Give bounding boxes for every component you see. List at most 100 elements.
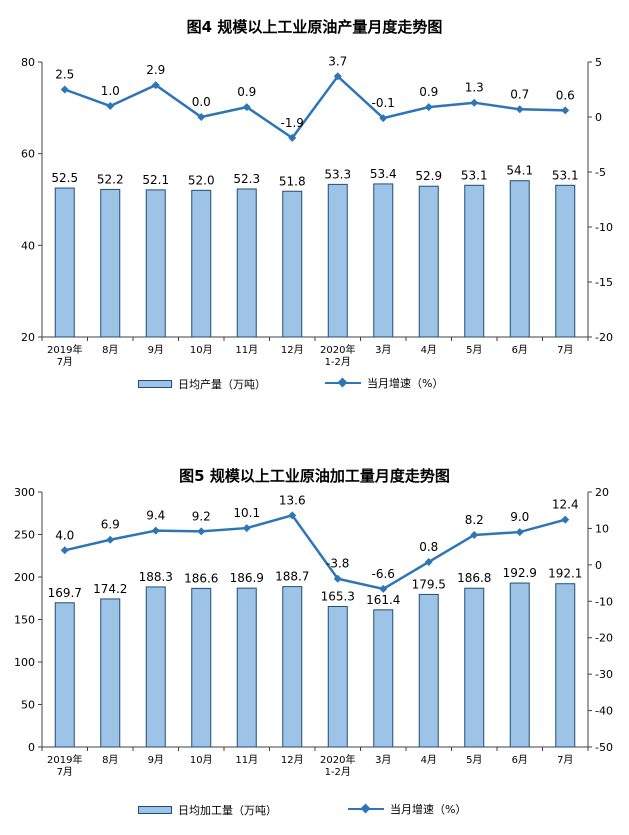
line-legend-swatch <box>348 804 384 814</box>
line-value-label: -1.9 <box>281 116 304 130</box>
line-point-marker <box>197 527 206 536</box>
line-value-label: -3.8 <box>326 557 349 571</box>
line-legend-swatch <box>325 378 361 388</box>
line-point-marker <box>60 85 69 94</box>
right-axis-tick-label: -10 <box>595 595 613 608</box>
left-axis-tick-label: 60 <box>21 148 35 161</box>
line-point-marker <box>106 535 115 544</box>
right-axis-tick-label: 10 <box>595 522 609 535</box>
bar <box>327 183 348 338</box>
legend-label: 日均加工量（万吨） <box>178 804 277 817</box>
left-axis-tick-label: 200 <box>14 571 35 584</box>
crude-oil-output-chart: 图4 规模以上工业原油产量月度走势图 20 40 60 80 -20 -15 -10 -5 0 5… <box>0 0 629 410</box>
line-point-marker <box>561 106 570 115</box>
line-value-label: 9.0 <box>510 510 529 524</box>
right-axis-tick-label: 0 <box>595 111 602 124</box>
x-axis-tick-label: 8月 <box>102 344 118 356</box>
line-value-label: 0.9 <box>419 85 438 99</box>
bar <box>555 583 576 748</box>
bar-value-label: 52.1 <box>142 173 169 187</box>
right-axis-tick-label: -5 <box>595 166 606 179</box>
bar <box>282 586 303 748</box>
bar <box>418 185 439 338</box>
bar <box>373 609 394 748</box>
bar-value-label: 54.1 <box>506 164 533 178</box>
legend-label: 当月增速（%） <box>367 377 444 390</box>
line-value-label: 0.7 <box>510 87 529 101</box>
legend-bar-series: 日均加工量（万吨） <box>138 802 277 818</box>
line-value-label: 10.1 <box>233 506 260 520</box>
line-value-label: 4.0 <box>55 528 74 542</box>
line-value-label: 8.2 <box>465 513 484 527</box>
left-axis-tick-label: 100 <box>14 656 35 669</box>
line-value-label: 0.0 <box>192 95 211 109</box>
bar-value-label: 192.1 <box>548 567 582 581</box>
line-value-label: -0.1 <box>372 96 395 110</box>
bar <box>100 188 121 338</box>
bar-value-label: 53.1 <box>461 168 488 182</box>
bar-value-label: 52.3 <box>233 172 260 186</box>
line-point-marker <box>515 528 524 537</box>
line-point-marker <box>242 524 251 533</box>
line-point-marker <box>197 113 206 121</box>
bar <box>54 187 75 338</box>
bar-value-label: 186.8 <box>457 571 491 585</box>
line-point-marker <box>106 102 115 110</box>
line-point-marker <box>288 511 297 520</box>
x-axis-tick-label: 3月 <box>375 344 391 356</box>
right-axis-tick-label: -40 <box>595 705 613 718</box>
line-point-marker <box>470 98 479 107</box>
bar <box>464 587 485 748</box>
left-axis-tick-label: 250 <box>14 529 35 542</box>
bar-legend-swatch <box>138 806 172 814</box>
line-value-label: 3.7 <box>328 54 347 68</box>
line-value-label: 6.9 <box>101 518 120 532</box>
bar <box>236 587 257 748</box>
right-axis-tick-label: 20 <box>595 486 609 499</box>
right-axis-tick-label: -50 <box>595 741 613 754</box>
line-point-marker <box>288 133 297 142</box>
bar-value-label: 53.1 <box>552 168 579 182</box>
x-axis-tick-label: 10月 <box>190 754 213 766</box>
bar-value-label: 169.7 <box>48 586 82 600</box>
x-axis-tick-label: 2019年 <box>47 753 82 766</box>
legend-label: 日均产量（万吨） <box>178 378 266 391</box>
x-axis-tick-label: 11月 <box>235 754 258 766</box>
bar-value-label: 52.9 <box>415 169 442 183</box>
left-axis-tick-label: 0 <box>28 741 35 754</box>
left-axis-tick-label: 40 <box>21 239 35 252</box>
chart-title: 图5 规模以上工业原油加工量月度走势图 <box>179 467 450 485</box>
line-point-marker <box>424 557 433 566</box>
line-value-label: 13.6 <box>279 493 306 507</box>
x-axis-tick-label: 9月 <box>148 344 164 356</box>
chart-plot: 0 50 100 150 200 250 300 -50 -40 -30 -20 -10 0 10 20 16… <box>14 486 613 778</box>
x-axis-tick-label: 2020年 <box>320 343 355 356</box>
line-value-label: 2.5 <box>55 68 74 82</box>
x-axis-tick-label: 7月 <box>57 766 73 778</box>
x-axis-tick-label: 5月 <box>466 754 482 766</box>
line-point-marker <box>151 526 160 535</box>
x-axis-tick-label: 4月 <box>421 754 437 766</box>
bar <box>327 605 348 748</box>
bar-value-label: 165.3 <box>321 589 355 603</box>
x-axis-tick-label: 1-2月 <box>325 356 351 368</box>
line-value-label: 9.2 <box>192 509 211 523</box>
x-axis-tick-label: 3月 <box>375 754 391 766</box>
line-point-marker <box>151 81 160 90</box>
line-value-label: 0.8 <box>419 540 438 554</box>
line-point-marker <box>470 530 479 539</box>
x-axis-tick-label: 7月 <box>57 356 73 368</box>
chart-title: 图4 规模以上工业原油产量月度走势图 <box>186 18 443 36</box>
bar-value-label: 186.9 <box>230 571 264 585</box>
right-axis-tick-label: -20 <box>595 331 613 344</box>
bar <box>509 582 530 748</box>
left-axis-tick-label: 150 <box>14 614 35 627</box>
legend-line-series: 当月增速（%） <box>348 801 466 817</box>
line-point-marker <box>561 515 570 524</box>
right-axis-tick-label: 0 <box>595 559 602 572</box>
line-point-marker <box>60 546 69 555</box>
bar-value-label: 174.2 <box>93 582 127 596</box>
bar <box>145 189 166 338</box>
line-value-label: 0.6 <box>556 88 575 102</box>
bar <box>373 183 394 338</box>
